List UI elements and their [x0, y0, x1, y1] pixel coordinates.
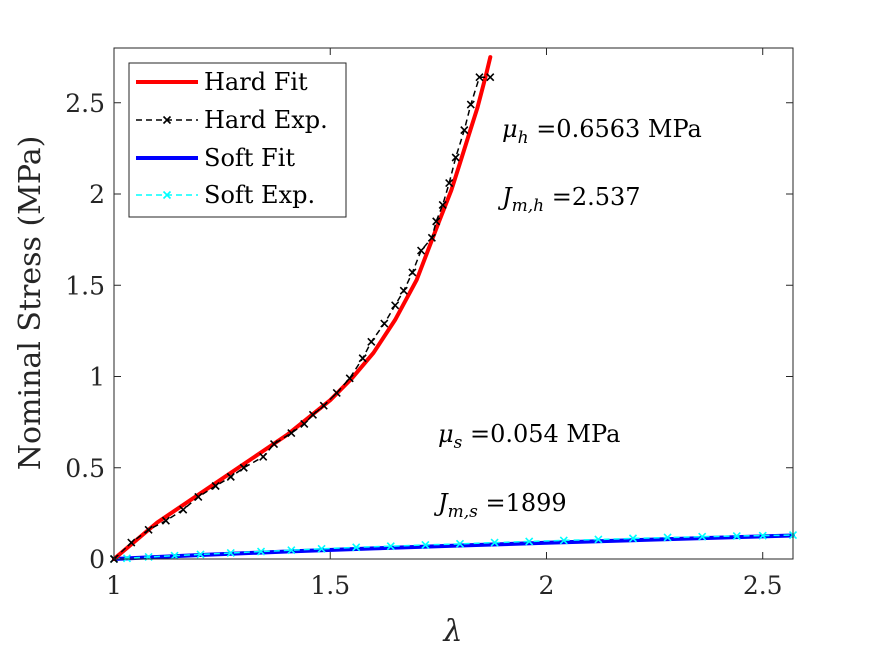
annotation: μs =0.054 MPa	[438, 420, 620, 453]
legend-marker	[162, 115, 172, 125]
data-point-soft-exp	[594, 535, 603, 544]
data-point-hard-exp	[427, 233, 436, 242]
data-point-soft-exp	[732, 531, 741, 541]
data-point-soft-exp	[490, 538, 499, 547]
x-tick-label: 1.5	[310, 571, 350, 600]
annotation-subscript: s	[454, 433, 463, 453]
data-point-hard-exp	[367, 337, 376, 346]
legend-box	[128, 62, 347, 218]
axes-box	[113, 47, 794, 560]
annotation: μh =0.6563 MPa	[502, 115, 702, 148]
data-point-hard-exp	[416, 246, 426, 255]
data-point-soft-exp	[455, 539, 465, 548]
data-point-hard-exp	[460, 126, 469, 135]
data-point-hard-exp	[466, 100, 475, 109]
y-tick-label: 2	[89, 180, 105, 209]
data-point-hard-exp	[399, 286, 408, 295]
data-point-soft-exp	[663, 533, 672, 542]
y-tick-label: 2.5	[65, 89, 105, 118]
annotation-subscript: m,s	[448, 502, 479, 522]
y-axis-title: Nominal Stress (MPa)	[13, 136, 48, 471]
annotation-subscript: h	[518, 128, 529, 148]
data-point-soft-exp	[196, 550, 205, 559]
data-point-soft-exp	[386, 542, 395, 551]
y-tick-label: 0	[89, 545, 105, 574]
data-point-hard-exp	[486, 73, 495, 82]
annotation-symbol: μ	[502, 115, 518, 143]
data-point-hard-exp	[391, 301, 400, 310]
data-point-soft-exp	[758, 531, 767, 540]
legend-entry: Soft Exp.	[136, 181, 315, 209]
legend-label: Soft Exp.	[204, 181, 315, 209]
data-point-hard-exp	[144, 525, 153, 534]
data-point-soft-exp	[170, 551, 179, 560]
data-point-soft-exp	[287, 546, 296, 555]
y-tick-label: 0.5	[65, 454, 105, 483]
data-point-soft-exp	[525, 537, 534, 546]
data-point-soft-exp	[352, 543, 361, 552]
annotation-value: =0.6563 MPa	[529, 115, 702, 143]
legend-items: Hard Fit Hard Exp. Soft Fit Soft Exp.	[136, 68, 328, 209]
series-hard-exp	[109, 73, 495, 564]
annotation-symbol: μ	[438, 420, 454, 448]
y-tick-label: 1	[89, 363, 105, 392]
data-point-hard-exp	[345, 374, 354, 383]
legend-marker	[162, 190, 172, 200]
x-axis-title: λ	[442, 614, 462, 649]
data-point-hard-exp	[239, 463, 248, 472]
data-point-hard-exp	[300, 419, 309, 429]
series-layer	[109, 55, 798, 564]
data-point-hard-exp	[451, 153, 460, 162]
data-point-soft-exp	[317, 544, 326, 553]
data-point-soft-exp	[559, 536, 568, 545]
data-point-hard-exp	[259, 452, 268, 461]
data-point-hard-exp	[287, 429, 296, 438]
series-line-hard-exp	[113, 76, 491, 560]
series-hard-fit	[112, 55, 493, 561]
series-line-hard-fit	[112, 55, 493, 561]
legend-label: Hard Exp.	[204, 106, 328, 134]
data-point-hard-exp	[127, 538, 136, 547]
data-point-soft-exp	[628, 534, 638, 543]
data-point-hard-exp	[380, 319, 389, 328]
data-point-soft-exp	[421, 540, 430, 550]
legend: Hard Fit Hard Exp. Soft Fit Soft Exp.	[128, 62, 347, 218]
data-point-hard-exp	[445, 178, 454, 188]
data-point-hard-exp	[432, 217, 441, 226]
annotation-value: =2.537	[544, 183, 640, 211]
legend-entry: Hard Exp.	[136, 106, 328, 134]
data-point-hard-exp	[211, 481, 220, 491]
data-point-hard-exp	[332, 388, 341, 397]
data-point-hard-exp	[438, 200, 447, 210]
legend-entry: Soft Fit	[136, 144, 295, 172]
x-tick-label: 2	[539, 571, 555, 600]
data-point-hard-exp	[194, 492, 203, 502]
data-point-hard-exp	[226, 472, 235, 481]
data-point-soft-exp	[256, 547, 266, 556]
data-point-hard-exp	[475, 73, 484, 82]
data-point-hard-exp	[179, 505, 188, 514]
data-point-hard-exp	[308, 410, 318, 419]
y-tick-label: 1.5	[65, 271, 105, 300]
annotation-subscript: m,h	[512, 196, 544, 216]
annotation-value: =0.054 MPa	[462, 420, 620, 448]
x-tick-label: 2.5	[743, 571, 783, 600]
data-point-hard-exp	[161, 516, 170, 525]
data-point-hard-exp	[358, 354, 367, 363]
data-point-soft-exp	[226, 548, 235, 558]
data-point-soft-exp	[698, 532, 707, 541]
legend-label: Soft Fit	[204, 144, 295, 172]
legend-entry: Hard Fit	[136, 68, 308, 96]
data-point-hard-exp	[269, 439, 279, 449]
annotation: Jm,h =2.537	[497, 183, 641, 216]
data-point-hard-exp	[408, 268, 417, 277]
annotation-value: =1899	[478, 489, 567, 517]
axes-layer: 1 1.5 2 2.5 0 0.5 1 1.5 2 2.5	[65, 47, 794, 600]
legend-label: Hard Fit	[204, 68, 308, 96]
data-point-hard-exp	[319, 401, 328, 410]
x-tick-label: 1	[106, 571, 122, 600]
data-point-soft-exp	[122, 554, 132, 563]
